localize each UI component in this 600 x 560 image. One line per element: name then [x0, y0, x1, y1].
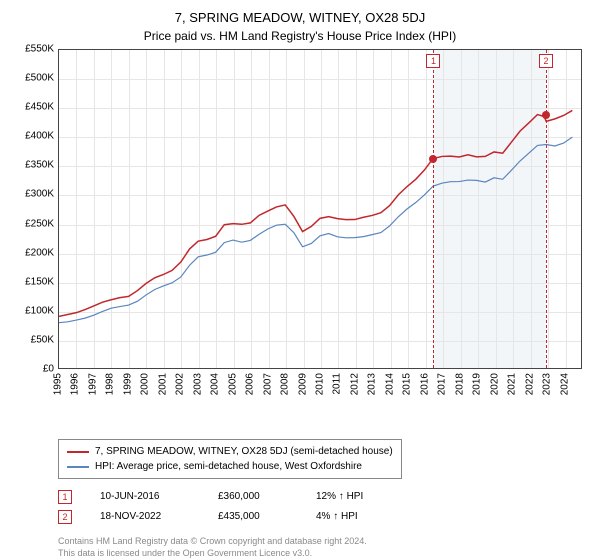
- legend-label: HPI: Average price, semi-detached house,…: [95, 459, 362, 474]
- x-tick-label: 1995: [53, 373, 64, 395]
- sales-row: 2 18-NOV-2022 £435,000 4% ↑ HPI: [58, 507, 582, 527]
- x-tick-label: 2018: [454, 373, 465, 395]
- sales-row: 1 10-JUN-2016 £360,000 12% ↑ HPI: [58, 487, 582, 507]
- x-tick-label: 2017: [437, 373, 448, 395]
- legend: 7, SPRING MEADOW, WITNEY, OX28 5DJ (semi…: [58, 439, 402, 479]
- x-tick-label: 2021: [507, 373, 518, 395]
- y-axis: £0£50K£100K£150K£200K£250K£300K£350K£400…: [18, 49, 58, 369]
- x-tick-label: 2006: [245, 373, 256, 395]
- series-hpi: [59, 137, 572, 323]
- x-tick-label: 1998: [105, 373, 116, 395]
- x-tick-label: 2001: [157, 373, 168, 395]
- x-tick-label: 2023: [542, 373, 553, 395]
- y-tick-label: £500K: [25, 73, 54, 84]
- x-tick-label: 2022: [524, 373, 535, 395]
- sale-dot-1: [429, 155, 437, 163]
- chart: £0£50K£100K£150K£200K£250K£300K£350K£400…: [18, 49, 582, 399]
- x-tick-label: 2014: [384, 373, 395, 395]
- y-tick-label: £50K: [31, 334, 54, 345]
- y-tick-label: £450K: [25, 102, 54, 113]
- x-tick-label: 2002: [175, 373, 186, 395]
- plot-area: 12: [58, 49, 582, 369]
- x-tick-label: 1997: [87, 373, 98, 395]
- x-tick-label: 2004: [210, 373, 221, 395]
- x-tick-label: 2013: [367, 373, 378, 395]
- sale-badge: 1: [58, 490, 72, 504]
- y-tick-label: £200K: [25, 247, 54, 258]
- x-tick-label: 2024: [559, 373, 570, 395]
- legend-label: 7, SPRING MEADOW, WITNEY, OX28 5DJ (semi…: [95, 444, 393, 459]
- sale-marker-2: 2: [539, 54, 553, 68]
- x-tick-label: 2009: [297, 373, 308, 395]
- legend-swatch: [67, 466, 89, 468]
- y-tick-label: £150K: [25, 276, 54, 287]
- footer-line-2: This data is licensed under the Open Gov…: [58, 547, 582, 559]
- sale-date: 18-NOV-2022: [100, 507, 190, 527]
- legend-item: HPI: Average price, semi-detached house,…: [67, 459, 393, 474]
- sale-dot-2: [542, 111, 550, 119]
- x-tick-label: 2016: [419, 373, 430, 395]
- series-property: [59, 110, 572, 316]
- y-tick-label: £350K: [25, 160, 54, 171]
- x-tick-label: 2000: [140, 373, 151, 395]
- x-tick-label: 2010: [315, 373, 326, 395]
- y-tick-label: £300K: [25, 189, 54, 200]
- y-tick-label: £550K: [25, 44, 54, 55]
- sale-price: £360,000: [218, 487, 288, 507]
- y-tick-label: £100K: [25, 305, 54, 316]
- x-tick-label: 2005: [227, 373, 238, 395]
- x-tick-label: 2007: [262, 373, 273, 395]
- x-tick-label: 1999: [122, 373, 133, 395]
- page-title: 7, SPRING MEADOW, WITNEY, OX28 5DJ: [18, 10, 582, 25]
- legend-item: 7, SPRING MEADOW, WITNEY, OX28 5DJ (semi…: [67, 444, 393, 459]
- x-tick-label: 2003: [192, 373, 203, 395]
- x-tick-label: 2020: [489, 373, 500, 395]
- x-tick-label: 2019: [472, 373, 483, 395]
- chart-lines: [59, 50, 581, 368]
- sale-price: £435,000: [218, 507, 288, 527]
- footer: Contains HM Land Registry data © Crown c…: [58, 535, 582, 559]
- sale-date: 10-JUN-2016: [100, 487, 190, 507]
- x-tick-label: 2012: [349, 373, 360, 395]
- x-tick-label: 2011: [332, 373, 343, 395]
- legend-swatch: [67, 451, 89, 453]
- y-tick-label: £250K: [25, 218, 54, 229]
- y-tick-label: £400K: [25, 131, 54, 142]
- sale-badge: 2: [58, 510, 72, 524]
- page-subtitle: Price paid vs. HM Land Registry's House …: [18, 29, 582, 43]
- sale-diff: 4% ↑ HPI: [316, 507, 396, 527]
- x-tick-label: 2008: [280, 373, 291, 395]
- footer-line-1: Contains HM Land Registry data © Crown c…: [58, 535, 582, 547]
- sale-line-1: [433, 50, 434, 368]
- x-tick-label: 1996: [70, 373, 81, 395]
- sale-diff: 12% ↑ HPI: [316, 487, 396, 507]
- x-tick-label: 2015: [402, 373, 413, 395]
- x-axis: 1995199619971998199920002001200220032004…: [58, 369, 582, 399]
- sale-marker-1: 1: [426, 54, 440, 68]
- sale-line-2: [546, 50, 547, 368]
- sales-table: 1 10-JUN-2016 £360,000 12% ↑ HPI 2 18-NOV-202…: [58, 487, 582, 527]
